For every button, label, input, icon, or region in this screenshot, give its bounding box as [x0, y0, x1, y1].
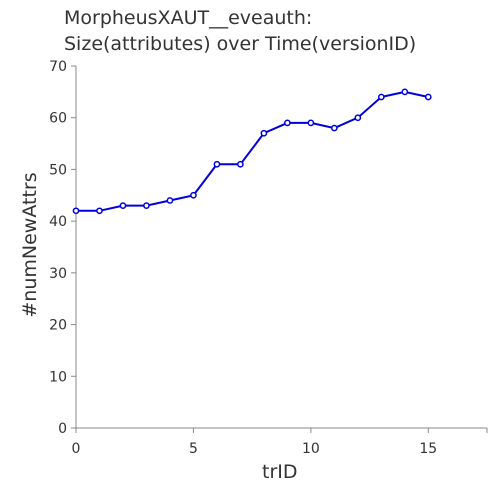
x-tick-label: 5 [189, 441, 198, 457]
data-point [166, 197, 174, 204]
y-tick-label: 30 [49, 266, 67, 282]
data-point [377, 93, 385, 101]
data-point [354, 114, 362, 122]
y-axis-label: #numNewAttrs [19, 172, 41, 318]
data-point [307, 119, 315, 127]
data-point [190, 191, 197, 199]
y-tick-label: 70 [49, 59, 67, 75]
data-point [96, 207, 103, 215]
y-tick-label: 10 [49, 369, 67, 385]
data-point [143, 202, 150, 209]
data-point [424, 93, 432, 101]
y-tick-label: 60 [49, 111, 67, 127]
chart-title-line-2: Size(attributes) over Time(versionID) [64, 33, 417, 55]
y-tick-label: 20 [49, 318, 67, 334]
data-point [260, 129, 268, 137]
x-tick-label: 10 [302, 441, 320, 457]
chart-title-line-1: MorpheusXAUT__eveauth: [64, 7, 313, 29]
data-point [330, 124, 338, 132]
data-point [237, 160, 244, 168]
data-point [401, 88, 409, 96]
data-point [119, 202, 127, 209]
x-tick-label: 0 [72, 441, 81, 457]
x-axis-label: trID [262, 461, 298, 483]
data-point [284, 119, 291, 127]
data-point [213, 160, 221, 168]
x-tick-label: 15 [419, 441, 437, 457]
y-tick-label: 40 [49, 214, 67, 230]
series-line [76, 90, 429, 212]
y-tick-label: 0 [58, 421, 67, 437]
data-point [72, 207, 80, 215]
y-tick-label: 50 [49, 162, 67, 178]
